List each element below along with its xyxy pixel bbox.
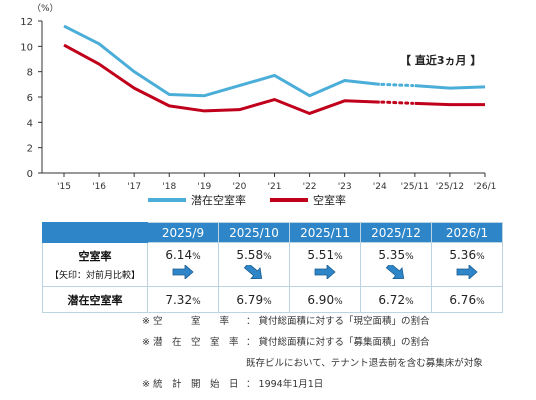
month-header: 2025/11 bbox=[289, 222, 361, 243]
note-row: ※ 空 室 率 ： 貸付総面積に対する「現空面積」の割合 bbox=[142, 311, 483, 332]
note-text: ： 貸付総面積に対する「現空面積」の割合 bbox=[246, 316, 430, 327]
note-row: ※ 統 計 開 始 日 ： 1994年1月1日 bbox=[142, 374, 483, 395]
arrow-right-icon bbox=[313, 263, 337, 282]
series-line-vacancy bbox=[63, 43, 380, 115]
note-key: ※ 潜 在 空 室 率 bbox=[142, 337, 239, 348]
arrow-glyph bbox=[172, 263, 194, 280]
monthly-table: 2025/9 2025/10 2025/11 2025/12 2026/1 空室… bbox=[42, 222, 503, 313]
percent-unit: % bbox=[192, 251, 201, 262]
x-tick-label: '15 bbox=[57, 182, 71, 190]
legend-potential-label: 潜在空室率 bbox=[191, 194, 246, 207]
vacancy-row-label: 空室率 【矢印：対前月比較】 bbox=[42, 242, 148, 287]
x-tick-label: '17 bbox=[127, 182, 141, 190]
note-text: ： 貸付総面積に対する「募集面積」の割合 bbox=[246, 337, 430, 348]
potential-value: 6.72 bbox=[378, 292, 406, 307]
y-tick-label: 2 bbox=[27, 144, 33, 155]
vacancy-cell: 5.58% bbox=[218, 242, 290, 287]
vacancy-label: 空室率 bbox=[78, 250, 112, 263]
x-tick-label: '24 bbox=[373, 182, 387, 190]
percent-unit: % bbox=[476, 296, 485, 307]
legend-potential: 潜在空室率 bbox=[148, 192, 246, 208]
vacancy-value: 6.14 bbox=[165, 247, 193, 262]
x-tick-label: '20 bbox=[232, 182, 246, 190]
legend-vacancy: 空室率 bbox=[270, 192, 346, 208]
legend-potential-swatch bbox=[148, 198, 186, 202]
vacancy-cell: 6.14% bbox=[147, 242, 219, 287]
vacancy-cell: 5.51% bbox=[289, 242, 361, 287]
vacancy-value: 5.36 bbox=[449, 247, 477, 262]
month-header: 2026/1 bbox=[431, 222, 503, 243]
recent-3-months-label: 【 直近3ヵ月 】 bbox=[400, 54, 482, 67]
y-unit-label: （%） bbox=[32, 3, 59, 14]
y-tick-label: 10 bbox=[20, 42, 33, 53]
footnotes: ※ 空 室 率 ： 貸付総面積に対する「現空面積」の割合 ※ 潜 在 空 室 率 ：… bbox=[142, 311, 483, 395]
arrow-caption: 【矢印：対前月比較】 bbox=[49, 271, 140, 281]
potential-value: 6.76 bbox=[449, 292, 477, 307]
percent-unit: % bbox=[334, 251, 343, 262]
percent-unit: % bbox=[192, 296, 201, 307]
vacancy-cell: 5.36% bbox=[431, 242, 503, 287]
note-row: 既存ビルにおいて、テナント退去前を含む募集床が対象 bbox=[142, 353, 483, 374]
potential-cell: 6.72% bbox=[360, 286, 432, 313]
series-dotted-potential bbox=[380, 82, 415, 88]
legend-vacancy-swatch bbox=[270, 198, 308, 202]
potential-cell: 7.32% bbox=[147, 286, 219, 313]
potential-value: 6.79 bbox=[236, 292, 264, 307]
vacancy-cell: 5.35% bbox=[360, 242, 432, 287]
vacancy-line-chart: 0 2 4 6 8 10 12 （%） '15 '16 '17 '18 '19 '20 '21 '22 '23 '… bbox=[20, 3, 497, 190]
month-header: 2025/12 bbox=[360, 222, 432, 243]
percent-unit: % bbox=[476, 251, 485, 262]
x-tick-label: '23 bbox=[338, 182, 352, 190]
arrow-down-right-icon bbox=[242, 262, 266, 282]
percent-unit: % bbox=[405, 251, 414, 262]
vacancy-value: 5.51 bbox=[307, 247, 335, 262]
note-key bbox=[142, 353, 246, 374]
percent-unit: % bbox=[263, 296, 272, 307]
potential-cell: 6.76% bbox=[431, 286, 503, 313]
percent-unit: % bbox=[405, 296, 414, 307]
arrow-glyph bbox=[243, 262, 263, 279]
arrow-glyph bbox=[314, 263, 336, 280]
vacancy-value: 5.35 bbox=[378, 247, 406, 262]
series-dotted-vacancy bbox=[380, 100, 415, 105]
note-row: ※ 潜 在 空 室 率 ： 貸付総面積に対する「募集面積」の割合 bbox=[142, 332, 483, 353]
x-tick-label: '16 bbox=[92, 182, 106, 190]
month-header: 2025/9 bbox=[147, 222, 219, 243]
note-text: ： 1994年1月1日 bbox=[246, 379, 324, 390]
month-header: 2025/10 bbox=[218, 222, 290, 243]
legend-vacancy-label: 空室率 bbox=[313, 194, 346, 207]
series-line-recent-potential bbox=[414, 84, 486, 90]
x-tick-label: '18 bbox=[162, 182, 176, 190]
potential-cell: 6.79% bbox=[218, 286, 290, 313]
note-text: 既存ビルにおいて、テナント退去前を含む募集床が対象 bbox=[246, 358, 483, 369]
y-tick-label: 4 bbox=[27, 118, 33, 129]
y-tick-label: 12 bbox=[20, 17, 33, 28]
y-tick-label: 6 bbox=[27, 93, 33, 104]
arrow-down-right-icon bbox=[384, 262, 408, 282]
x-tick-label: '26/1 bbox=[474, 182, 497, 190]
x-tick-label: '21 bbox=[268, 182, 282, 190]
potential-value: 7.32 bbox=[165, 292, 193, 307]
vacancy-value: 5.58 bbox=[236, 247, 264, 262]
potential-row-label: 潜在空室率 bbox=[42, 286, 148, 313]
y-tick-label: 8 bbox=[27, 68, 33, 79]
arrow-glyph bbox=[385, 262, 405, 279]
percent-unit: % bbox=[263, 251, 272, 262]
y-tick-label: 0 bbox=[27, 169, 33, 180]
note-key: ※ 統 計 開 始 日 bbox=[142, 379, 239, 390]
series-line-recent-vacancy bbox=[414, 101, 485, 107]
arrow-glyph bbox=[456, 263, 478, 280]
x-tick-label: '19 bbox=[197, 182, 211, 190]
x-tick-label: '22 bbox=[303, 182, 317, 190]
x-tick-label: '25/12 bbox=[436, 182, 464, 190]
arrow-right-icon bbox=[455, 263, 479, 282]
potential-value: 6.90 bbox=[307, 292, 335, 307]
x-tick-label: '25/11 bbox=[401, 182, 429, 190]
potential-cell: 6.90% bbox=[289, 286, 361, 313]
percent-unit: % bbox=[334, 296, 343, 307]
arrow-right-icon bbox=[171, 263, 195, 282]
table-corner bbox=[42, 222, 148, 243]
series-line-potential bbox=[63, 24, 380, 98]
note-key: ※ 空 室 率 bbox=[142, 316, 229, 327]
